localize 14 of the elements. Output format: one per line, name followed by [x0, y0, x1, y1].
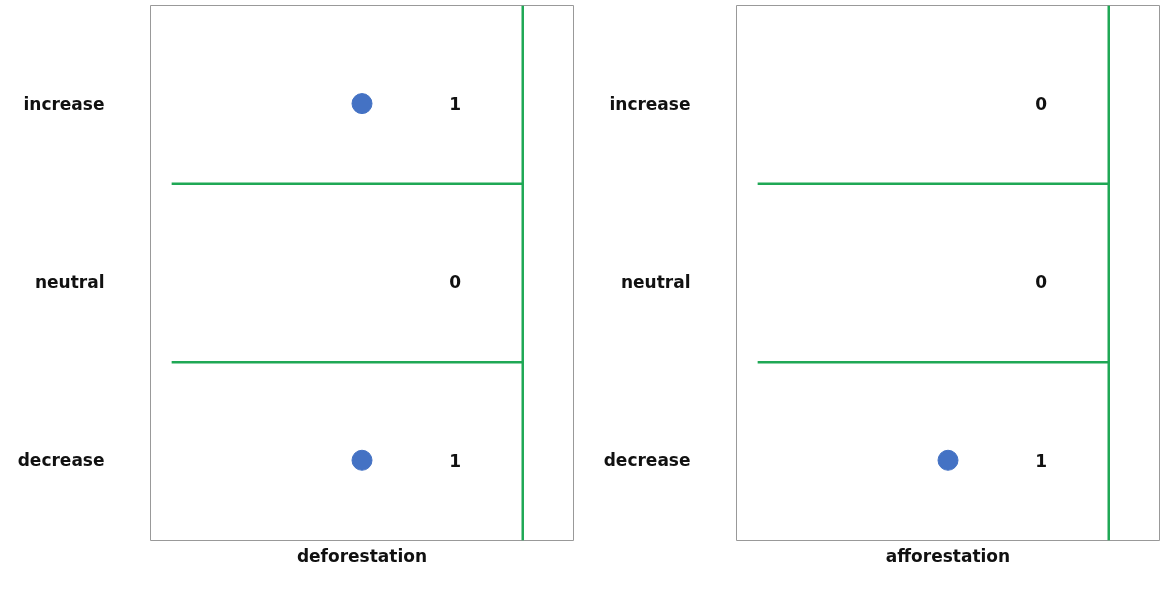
text: afforestation	[885, 545, 1011, 566]
category-label: increase	[23, 93, 105, 114]
data-label: 1	[1035, 450, 1047, 471]
category-label: neutral	[620, 271, 691, 292]
category-label: decrease	[603, 450, 691, 471]
category-label: neutral	[34, 271, 105, 292]
data-label: 0	[1035, 272, 1048, 293]
text: deforestation	[296, 545, 428, 566]
data-label: 0	[449, 272, 462, 293]
category-label: decrease	[17, 450, 105, 471]
data-label: 0	[1035, 94, 1048, 115]
data-label: 1	[449, 94, 461, 115]
data-label: 1	[449, 450, 461, 471]
category-label: increase	[609, 93, 691, 114]
